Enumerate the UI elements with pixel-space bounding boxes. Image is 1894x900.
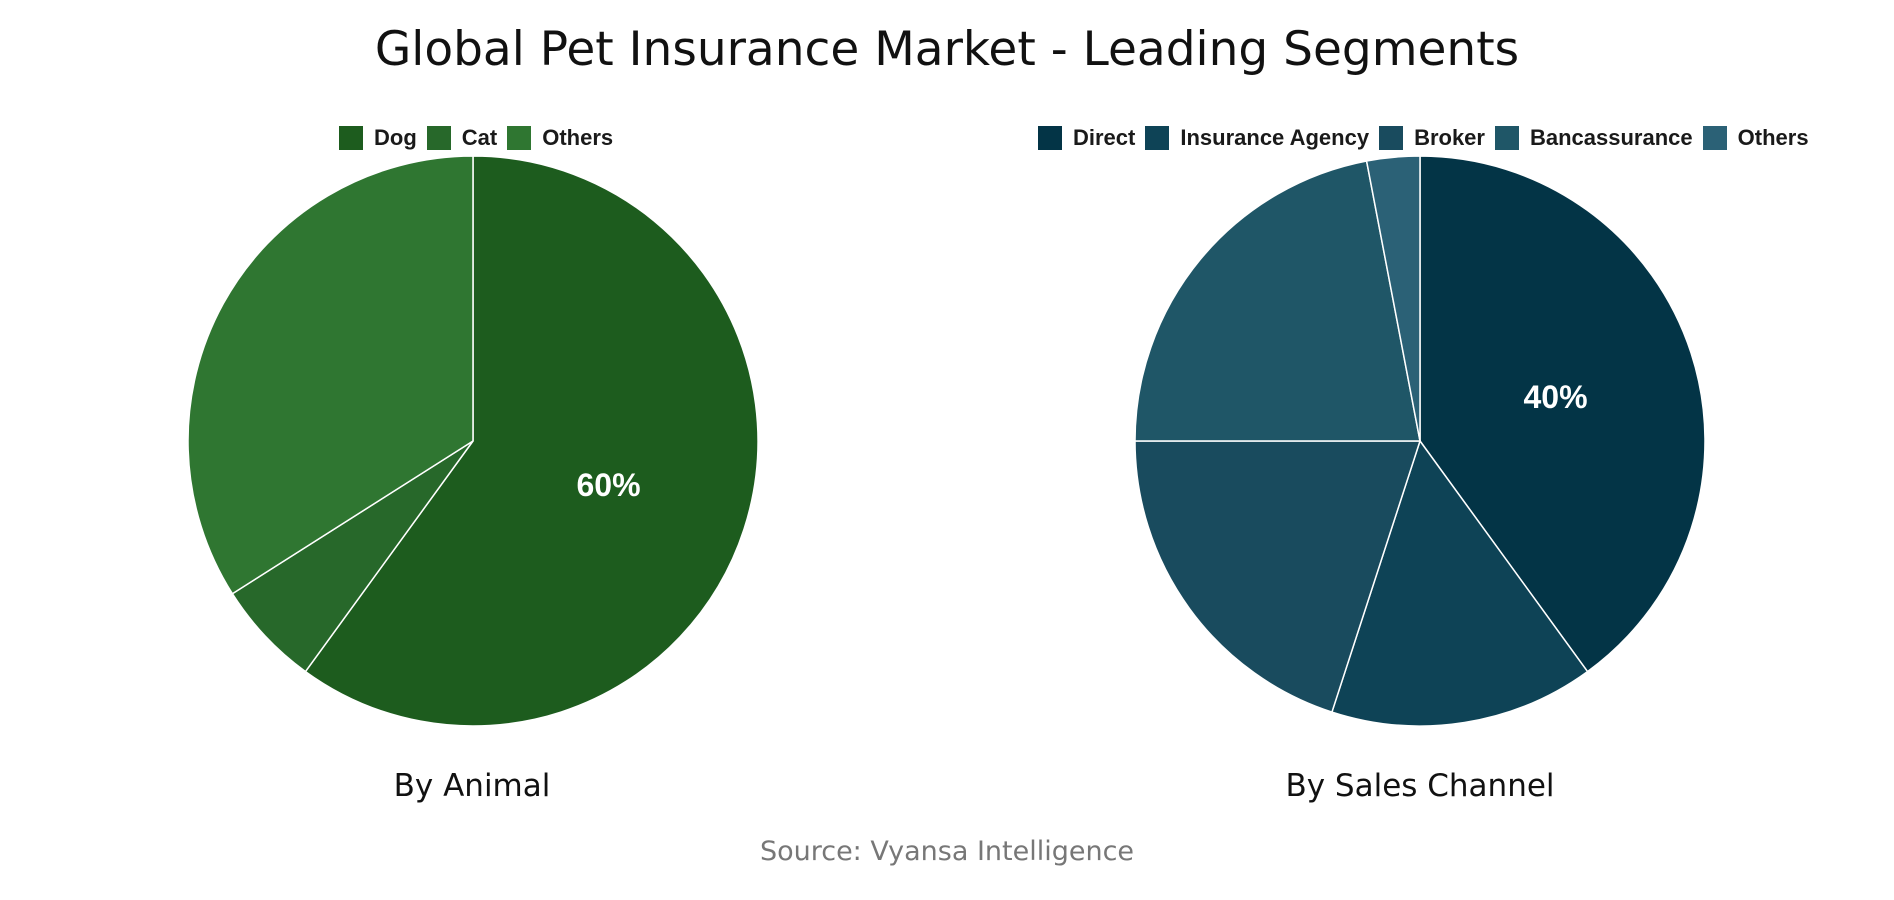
legend-label: Others <box>1737 125 1809 150</box>
slice-dog <box>304 155 759 727</box>
legend-label: Bancassurance <box>1529 125 1693 150</box>
legend-label: Cat <box>461 125 498 150</box>
slice-others <box>1365 155 1421 442</box>
legend-item-others: Others <box>1702 125 1809 151</box>
legend-swatch <box>1379 126 1404 150</box>
data-label-direct: 40% <box>1524 379 1588 415</box>
data-label-dog: 60% <box>577 467 641 503</box>
legend-swatch <box>339 126 363 150</box>
pie-by-animal: 60% <box>187 155 759 727</box>
legend-sales-channel: Direct Insurance Agency Broker Bancassuranc… <box>1038 125 1819 151</box>
chart-title: Global Pet Insurance Market - Leading Se… <box>374 22 1520 77</box>
slice-insurance-agency <box>1330 439 1589 727</box>
caption-sales-channel: By Sales Channel <box>1285 768 1555 804</box>
legend-item-others: Others <box>507 125 613 151</box>
legend-label: Insurance Agency <box>1180 125 1370 150</box>
pie-by-sales-channel: 40% <box>1134 155 1706 727</box>
legend-swatch <box>1494 126 1519 150</box>
source-note: Source: Vyansa Intelligence <box>759 836 1135 867</box>
legend-swatch <box>1702 126 1727 150</box>
slice-broker <box>1134 440 1422 713</box>
legend-swatch <box>507 126 532 150</box>
legend-item-insurance-agency: Insurance Agency <box>1145 125 1369 151</box>
caption-animal: By Animal <box>393 768 551 804</box>
slice-bancassurance <box>1134 160 1421 442</box>
legend-item-cat: Cat <box>426 125 498 151</box>
legend-swatch <box>1038 126 1062 150</box>
legend-item-broker: Broker <box>1379 125 1485 151</box>
legend-swatch <box>426 126 451 150</box>
legend-label: Others <box>542 125 614 150</box>
legend-item-bancassurance: Bancassurance <box>1494 125 1693 151</box>
legend-label: Broker <box>1414 125 1485 150</box>
legend-label: Direct <box>1073 125 1136 150</box>
slice-direct <box>1419 155 1706 673</box>
legend-item-direct: Direct <box>1038 125 1135 151</box>
legend-label: Dog <box>374 125 417 150</box>
legend-item-dog: Dog <box>339 125 417 151</box>
legend-swatch <box>1145 126 1170 150</box>
slice-others <box>187 155 474 595</box>
legend-animal: Dog Cat Others <box>339 125 623 151</box>
